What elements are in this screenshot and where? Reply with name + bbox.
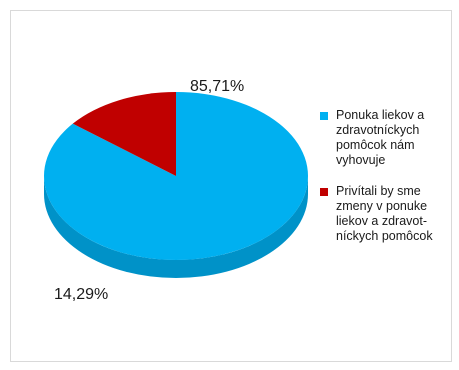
data-label-slice-1: 85,71% bbox=[190, 78, 245, 95]
pie-slice-2 bbox=[72, 92, 176, 176]
pie-side-1 bbox=[44, 176, 308, 278]
legend-label-2: Privítali by sme zmeny v ponuke liekov a… bbox=[336, 184, 433, 243]
pie-slice-1 bbox=[44, 92, 309, 260]
data-label-slice-2: 14,29% bbox=[54, 286, 109, 303]
legend-label-1: Ponuka liekov a zdravotníckych pomôcok n… bbox=[336, 108, 425, 167]
legend-swatch-2 bbox=[320, 188, 328, 196]
legend-item-1: Ponuka liekov a zdravotníckych pomôcok n… bbox=[318, 108, 453, 168]
legend-item-2: Privítali by sme zmeny v ponuke liekov a… bbox=[318, 184, 453, 244]
legend: Ponuka liekov a zdravotníckych pomôcok n… bbox=[318, 108, 453, 260]
legend-swatch-1 bbox=[320, 112, 328, 120]
